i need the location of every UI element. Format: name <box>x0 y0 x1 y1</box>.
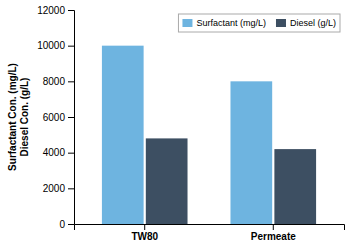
chart: 0 2000 4000 6000 8000 10000 12000 TW80 Permeate S… <box>0 0 354 250</box>
legend-swatch <box>276 19 286 27</box>
y-tick-label: 12000 <box>37 5 65 16</box>
x-axis-line <box>75 225 345 231</box>
y-axis: 0 2000 4000 6000 8000 10000 12000 <box>37 5 74 230</box>
y-tick-mark <box>68 153 74 154</box>
x-tick-label: Permeate <box>251 231 296 242</box>
y-axis-title-line: Diesel Con. (g/L) <box>19 78 30 157</box>
y-tick-label: 10000 <box>37 40 65 51</box>
bar <box>102 46 144 224</box>
legend-label: Surfactant (mg/L) <box>196 18 266 28</box>
y-tick-mark <box>68 81 74 82</box>
y-tick-mark <box>68 117 74 118</box>
y-tick: 12000 <box>37 5 74 16</box>
bars <box>102 46 316 224</box>
y-tick-label: 2000 <box>43 183 66 194</box>
bar <box>146 138 188 224</box>
bar <box>230 81 272 224</box>
bar <box>274 149 316 224</box>
legend-frame <box>178 14 340 32</box>
legend: Surfactant (mg/L) Diesel (g/L) <box>178 14 340 32</box>
y-tick-mark <box>68 188 74 189</box>
y-axis-title: Surfactant Con. (mg/L)Diesel Con. (g/L) <box>7 63 30 171</box>
x-tick-mark <box>273 224 274 230</box>
y-tick-mark <box>68 224 74 225</box>
y-tick-label: 0 <box>59 219 65 230</box>
y-tick: 10000 <box>37 40 74 51</box>
y-tick-mark <box>68 10 74 11</box>
legend-label: Diesel (g/L) <box>290 18 336 28</box>
x-tick: Permeate <box>251 224 296 242</box>
y-tick-mark <box>68 46 74 47</box>
y-tick-label: 8000 <box>43 76 66 87</box>
y-tick: 4000 <box>43 147 74 158</box>
legend-swatch <box>182 19 192 27</box>
y-axis-title-line: Surfactant Con. (mg/L) <box>7 63 18 171</box>
y-tick: 2000 <box>43 183 74 194</box>
plot: 0 2000 4000 6000 8000 10000 12000 TW80 Permeate S… <box>37 5 344 242</box>
y-tick: 8000 <box>43 76 74 87</box>
y-axis-line <box>68 11 75 225</box>
bar-series <box>146 138 316 224</box>
bar-series <box>102 46 272 224</box>
y-tick-label: 4000 <box>43 147 66 158</box>
x-tick-label: TW80 <box>131 231 158 242</box>
y-tick: 6000 <box>43 112 74 123</box>
y-tick-label: 6000 <box>43 112 66 123</box>
x-tick-mark <box>144 224 145 230</box>
x-axis: TW80 Permeate <box>75 224 345 242</box>
x-tick: TW80 <box>131 224 158 242</box>
y-tick: 0 <box>59 219 74 230</box>
chart-container: 0 2000 4000 6000 8000 10000 12000 TW80 Permeate S… <box>0 0 354 250</box>
